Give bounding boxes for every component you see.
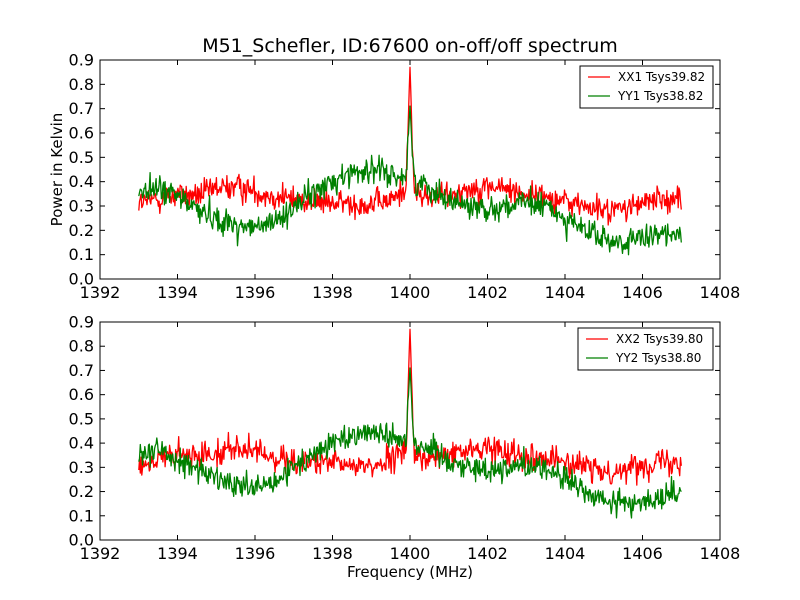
chart-panel-2: 1392 1394 1396 1398 1400 1402 1404 1406 1408 0.0 0… (69, 313, 741, 582)
x-tick-label: 1408 (700, 544, 741, 563)
y-tick-label: 0.8 (69, 75, 94, 94)
x-tick-label: 1408 (700, 283, 741, 302)
x-tick-label: 1396 (235, 283, 276, 302)
legend-box (579, 65, 714, 109)
chart-title: M51_Schefler, ID:67600 on-off/off spectr… (202, 35, 618, 57)
x-tick-label: 1394 (157, 544, 198, 563)
y-tick-label: 0.5 (69, 409, 94, 428)
series-line-yy1 (138, 105, 682, 256)
y-tick-label: 0.7 (69, 361, 94, 380)
x-tick-label: 1406 (622, 283, 663, 302)
series-line-yy2 (138, 367, 682, 519)
y-tick-label: 0.1 (69, 245, 94, 264)
x-tick-label: 1398 (312, 283, 353, 302)
legend-label-yy1: YY1 Tsys38.82 (617, 89, 703, 103)
legend-label-yy2: YY2 Tsys38.80 (615, 351, 701, 365)
y-tick-label: 0.9 (69, 51, 94, 70)
x-tick-label: 1394 (157, 283, 198, 302)
x-tick-label: 1406 (622, 544, 663, 563)
y-tick-label: 0.0 (69, 531, 94, 550)
legend-label-xx1: XX1 Tsys39.82 (618, 70, 705, 84)
x-tick-label: 1398 (312, 544, 353, 563)
x-tick-label: 1402 (467, 283, 508, 302)
series-line-xx2 (138, 328, 682, 486)
x-tick-label: 1392 (80, 544, 121, 563)
legend: XX1 Tsys39.82 YY1 Tsys38.82 (579, 65, 714, 109)
legend-box (577, 327, 714, 371)
y-tick-label: 0.8 (69, 337, 94, 356)
x-tick-label: 1392 (80, 283, 121, 302)
y-axis-label: Power in Kelvin (48, 113, 66, 227)
x-tick-label: 1400 (390, 544, 431, 563)
y-tick-label: 0.1 (69, 506, 94, 525)
y-tick-label: 0.2 (69, 482, 94, 501)
x-axis-label: Frequency (MHz) (347, 563, 473, 581)
y-tick-label: 0.3 (69, 458, 94, 477)
chart-layer: 1392 1394 1396 1398 1400 1402 1404 1406 1408 0.0 0… (48, 35, 740, 581)
y-tick-label: 0.6 (69, 124, 94, 143)
y-tick-label: 0.4 (69, 172, 94, 191)
y-tick-label: 0.7 (69, 99, 94, 118)
series-line-xx1 (138, 66, 682, 226)
y-tick-label: 0.5 (69, 148, 94, 167)
x-tick-label: 1404 (545, 544, 586, 563)
y-tick-label: 0.2 (69, 221, 94, 240)
x-tick-label: 1402 (467, 544, 508, 563)
x-tick-label: 1400 (390, 283, 431, 302)
x-tick-label: 1404 (545, 283, 586, 302)
legend-label-xx2: XX2 Tsys39.80 (616, 332, 703, 346)
chart-panel-1: 1392 1394 1396 1398 1400 1402 1404 1406 1408 0.0 0… (48, 35, 740, 302)
y-tick-label: 0.6 (69, 385, 94, 404)
legend: XX2 Tsys39.80 YY2 Tsys38.80 (577, 327, 714, 371)
y-tick-label: 0.3 (69, 197, 94, 216)
y-tick-label: 0.9 (69, 313, 94, 332)
y-tick-label: 0.0 (69, 270, 94, 289)
y-tick-label: 0.4 (69, 434, 94, 453)
x-tick-label: 1396 (235, 544, 276, 563)
